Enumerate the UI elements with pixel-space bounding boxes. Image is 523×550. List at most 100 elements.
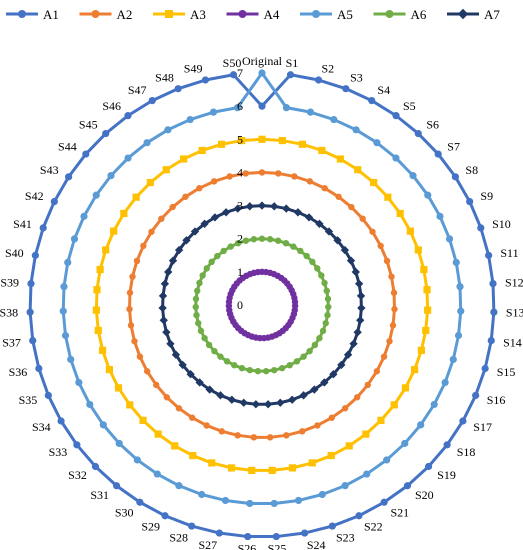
data-point-a5-27 — [221, 496, 230, 505]
data-point-a1-41 — [39, 224, 47, 232]
data-point-a5-44 — [107, 172, 115, 180]
data-point-a1-50 — [229, 71, 238, 79]
data-point-a2-30 — [189, 414, 196, 421]
category-label-s39: S39 — [0, 275, 19, 289]
data-point-a3-14 — [422, 326, 430, 335]
category-label-s31: S31 — [90, 488, 109, 502]
data-point-a3-46 — [162, 166, 170, 174]
data-point-a2-41 — [133, 257, 141, 265]
category-label-s48: S48 — [155, 70, 174, 84]
data-point-a3-30 — [171, 442, 179, 450]
data-point-a2-27 — [234, 432, 241, 439]
data-point-a3-32 — [139, 416, 147, 424]
category-label-s43: S43 — [40, 163, 59, 177]
data-point-a1-36 — [35, 364, 43, 373]
data-point-a3-44 — [132, 193, 140, 201]
data-point-a7-15 — [353, 328, 362, 337]
data-point-a3-1 — [278, 136, 286, 145]
data-point-a6-45 — [214, 252, 221, 260]
data-point-a1-29 — [161, 512, 169, 520]
data-point-a1-33 — [73, 441, 81, 449]
data-point-a3-22 — [327, 451, 335, 460]
data-point-a6-32 — [211, 347, 218, 355]
data-point-a2-2 — [291, 173, 298, 180]
data-point-a7-34 — [171, 350, 181, 359]
data-point-a5-50 — [233, 104, 242, 112]
category-label-s37: S37 — [2, 335, 21, 349]
data-point-a6-19 — [306, 347, 313, 355]
category-label-s24: S24 — [307, 538, 326, 550]
data-point-a2-11 — [388, 273, 395, 280]
data-point-a1-16 — [472, 391, 480, 400]
legend-item-a7: A7 — [447, 7, 500, 22]
data-point-a5-30 — [153, 470, 161, 478]
data-point-a6-4 — [290, 243, 297, 250]
data-point-a1-23 — [328, 522, 336, 530]
data-point-a2-34 — [143, 368, 151, 375]
legend-marker — [238, 10, 247, 18]
data-point-a6-17 — [316, 334, 323, 342]
data-point-a1-8 — [451, 173, 459, 181]
data-point-a6-21 — [293, 358, 301, 365]
data-point-a3-24 — [288, 464, 297, 472]
data-point-a1-15 — [481, 364, 489, 373]
category-label-s19: S19 — [437, 468, 456, 482]
data-point-a1-20 — [403, 482, 412, 490]
data-point-a5-38 — [59, 307, 67, 315]
data-point-a2-40 — [129, 273, 136, 280]
category-label-s30: S30 — [115, 505, 134, 519]
category-label-s42: S42 — [25, 189, 44, 203]
data-point-a7-21 — [310, 385, 319, 394]
category-label-s35: S35 — [19, 393, 38, 407]
data-point-a5-7 — [409, 172, 417, 180]
category-label-s15: S15 — [497, 365, 516, 379]
data-point-a5-47 — [164, 126, 172, 134]
series-line-a2 — [127, 170, 397, 439]
category-label-s6: S6 — [426, 118, 439, 132]
data-point-a1-5 — [392, 112, 400, 120]
data-point-a7-23 — [287, 395, 297, 404]
data-point-a7-33 — [178, 360, 187, 370]
data-point-a5-46 — [143, 139, 151, 147]
data-point-a6-44 — [208, 258, 215, 266]
legend-item-a2: A2 — [79, 7, 132, 22]
data-point-a2-24 — [283, 432, 290, 439]
data-point-a6-28 — [238, 364, 246, 372]
data-point-a7-45 — [190, 227, 200, 236]
data-point-a7-42 — [168, 256, 178, 265]
data-point-a3-18 — [390, 401, 398, 409]
data-point-a2-4 — [321, 185, 328, 192]
data-point-a1-40 — [31, 251, 39, 259]
series-a5 — [59, 69, 465, 508]
data-point-a2-47 — [196, 185, 203, 192]
data-point-a7-35 — [166, 339, 175, 348]
data-point-a1-30 — [136, 498, 144, 506]
legend-marker — [457, 8, 469, 20]
data-point-a3-8 — [396, 209, 404, 218]
data-point-a3-10 — [414, 246, 422, 254]
data-point-a7-48 — [221, 208, 231, 217]
data-point-a5-17 — [430, 400, 438, 409]
category-label-s50: S50 — [223, 56, 242, 70]
category-label-s34: S34 — [32, 420, 51, 434]
data-point-a3-48 — [198, 146, 206, 155]
data-point-a5-23 — [318, 490, 326, 499]
data-point-a7-50 — [245, 202, 254, 211]
data-point-a2-6 — [348, 203, 355, 211]
data-point-a3-35 — [105, 365, 113, 374]
legend-label: A7 — [484, 7, 500, 22]
data-point-a3-15 — [417, 346, 425, 354]
data-point-a1-18 — [443, 441, 451, 449]
data-point-a3-39 — [93, 286, 101, 294]
category-label-s49: S49 — [184, 61, 203, 75]
data-point-a7-22 — [299, 391, 308, 400]
data-point-a3-27 — [227, 464, 236, 472]
data-point-a2-8 — [369, 228, 376, 235]
data-point-a1-32 — [91, 462, 100, 471]
data-point-a6-27 — [246, 366, 254, 374]
data-point-a3-11 — [420, 265, 428, 274]
data-point-a6-10 — [321, 279, 328, 287]
legend-label: A6 — [411, 7, 427, 22]
chart-legend: A1 A2 A3 A4 A5 A6 A7 — [6, 7, 500, 22]
data-point-a6-34 — [201, 334, 208, 342]
